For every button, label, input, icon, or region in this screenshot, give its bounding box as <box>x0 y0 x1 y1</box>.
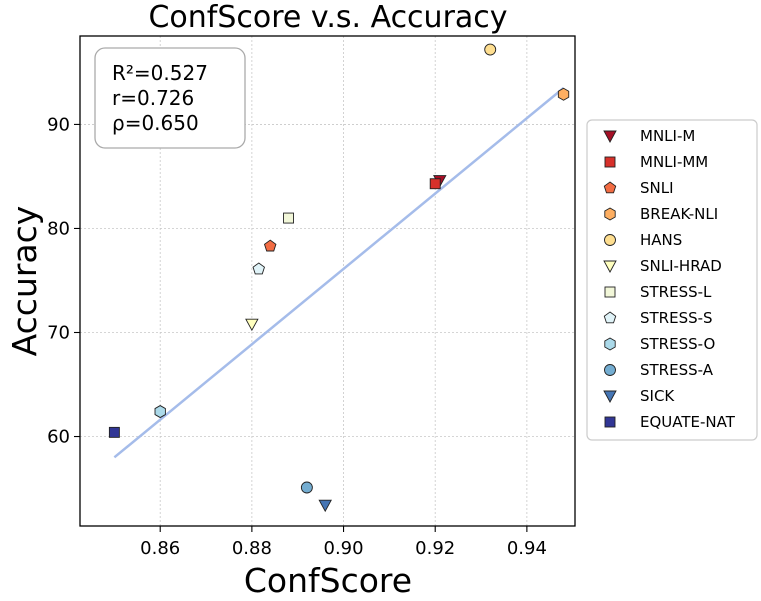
point-equate-nat <box>108 426 120 438</box>
legend-item-mnli-mm: MNLI-MM <box>604 153 708 171</box>
x-tick-label: 0.86 <box>140 538 180 559</box>
legend-marker-stress-s <box>603 311 617 324</box>
x-axis-label: ConfScore <box>244 561 412 600</box>
legend-marker-mnli-m <box>603 130 617 143</box>
stats-box-frame <box>94 47 246 149</box>
point-stress-o <box>154 405 166 419</box>
legend-marker-hans <box>604 234 616 246</box>
legend-item-mnli-m: MNLI-M <box>603 127 695 145</box>
legend-item-stress-s: STRESS-S <box>603 309 713 327</box>
x-tick-label: 0.90 <box>324 538 364 559</box>
legend-label-stress-s: STRESS-S <box>640 309 713 327</box>
legend-marker-break-nli <box>604 207 616 221</box>
legend-item-snli-hrad: SNLI-HRAD <box>603 257 722 275</box>
y-tick-label: 70 <box>47 322 70 343</box>
data-points <box>108 43 570 513</box>
legend-label-mnli-mm: MNLI-MM <box>640 153 708 171</box>
legend-item-equate-nat: EQUATE-NAT <box>604 413 736 431</box>
point-hans <box>484 43 497 56</box>
legend-item-stress-o: STRESS-O <box>604 335 715 353</box>
legend-label-mnli-m: MNLI-M <box>640 127 695 145</box>
point-sick <box>318 499 332 513</box>
regression-line <box>113 87 565 459</box>
regression-line-group <box>113 87 565 459</box>
y-tick-label: 60 <box>47 427 70 448</box>
legend-label-equate-nat: EQUATE-NAT <box>640 413 736 431</box>
legend-label-stress-o: STRESS-O <box>640 335 715 353</box>
chart-title: ConfScore v.s. Accuracy <box>148 0 507 35</box>
legend-marker-stress-l <box>604 286 616 298</box>
legend: MNLI-M MNLI-MM SNLI BREAK-NLI HANS SNLI-HRAD S… <box>586 119 758 441</box>
legend-marker-stress-o <box>604 337 616 351</box>
legend-label-stress-a: STRESS-A <box>640 361 714 379</box>
y-tick-label: 90 <box>47 114 70 135</box>
point-mnli-mm <box>429 178 441 190</box>
legend-label-snli: SNLI <box>640 179 674 197</box>
legend-marker-stress-a <box>604 364 616 376</box>
point-stress-a <box>300 481 313 494</box>
legend-marker-mnli-mm <box>604 156 616 168</box>
legend-item-stress-l: STRESS-L <box>604 283 712 301</box>
legend-marker-snli-hrad <box>603 260 617 273</box>
x-tick-label: 0.92 <box>415 538 455 559</box>
legend-marker-sick <box>603 390 617 403</box>
point-break-nli <box>557 87 570 101</box>
legend-item-hans: HANS <box>604 231 682 249</box>
y-tick-label: 80 <box>47 218 70 239</box>
legend-label-break-nli: BREAK-NLI <box>640 205 718 223</box>
y-axis-label: Accuracy <box>5 206 44 357</box>
plot-area <box>79 35 576 527</box>
legend-item-sick: SICK <box>603 387 675 405</box>
stat-spearman-rho: ρ=0.650 <box>112 111 199 135</box>
x-tick-label: 0.88 <box>232 538 272 559</box>
stat-r-squared: R²=0.527 <box>112 61 208 85</box>
point-stress-l <box>283 212 294 224</box>
legend-frame <box>586 119 758 441</box>
stat-pearson-r: r=0.726 <box>112 86 194 110</box>
point-snli-hrad <box>245 318 259 332</box>
legend-label-sick: SICK <box>640 387 675 405</box>
x-tick-label: 0.94 <box>507 538 547 559</box>
point-stress-s <box>252 262 265 275</box>
legend-marker-snli <box>603 181 617 194</box>
stats-box: R²=0.527 r=0.726 ρ=0.650 <box>94 47 246 149</box>
axis-ticks: 0.86 0.88 0.90 0.92 0.94 60 70 80 90 <box>47 114 547 559</box>
legend-label-stress-l: STRESS-L <box>640 283 712 301</box>
legend-item-break-nli: BREAK-NLI <box>604 205 718 223</box>
legend-item-snli: SNLI <box>603 179 674 197</box>
legend-marker-equate-nat <box>604 416 616 428</box>
legend-label-snli-hrad: SNLI-HRAD <box>640 257 722 275</box>
legend-label-hans: HANS <box>640 231 682 249</box>
point-snli <box>263 239 277 252</box>
legend-entries: MNLI-M MNLI-MM SNLI BREAK-NLI HANS SNLI-HRAD S… <box>603 127 736 431</box>
legend-item-stress-a: STRESS-A <box>604 361 714 379</box>
